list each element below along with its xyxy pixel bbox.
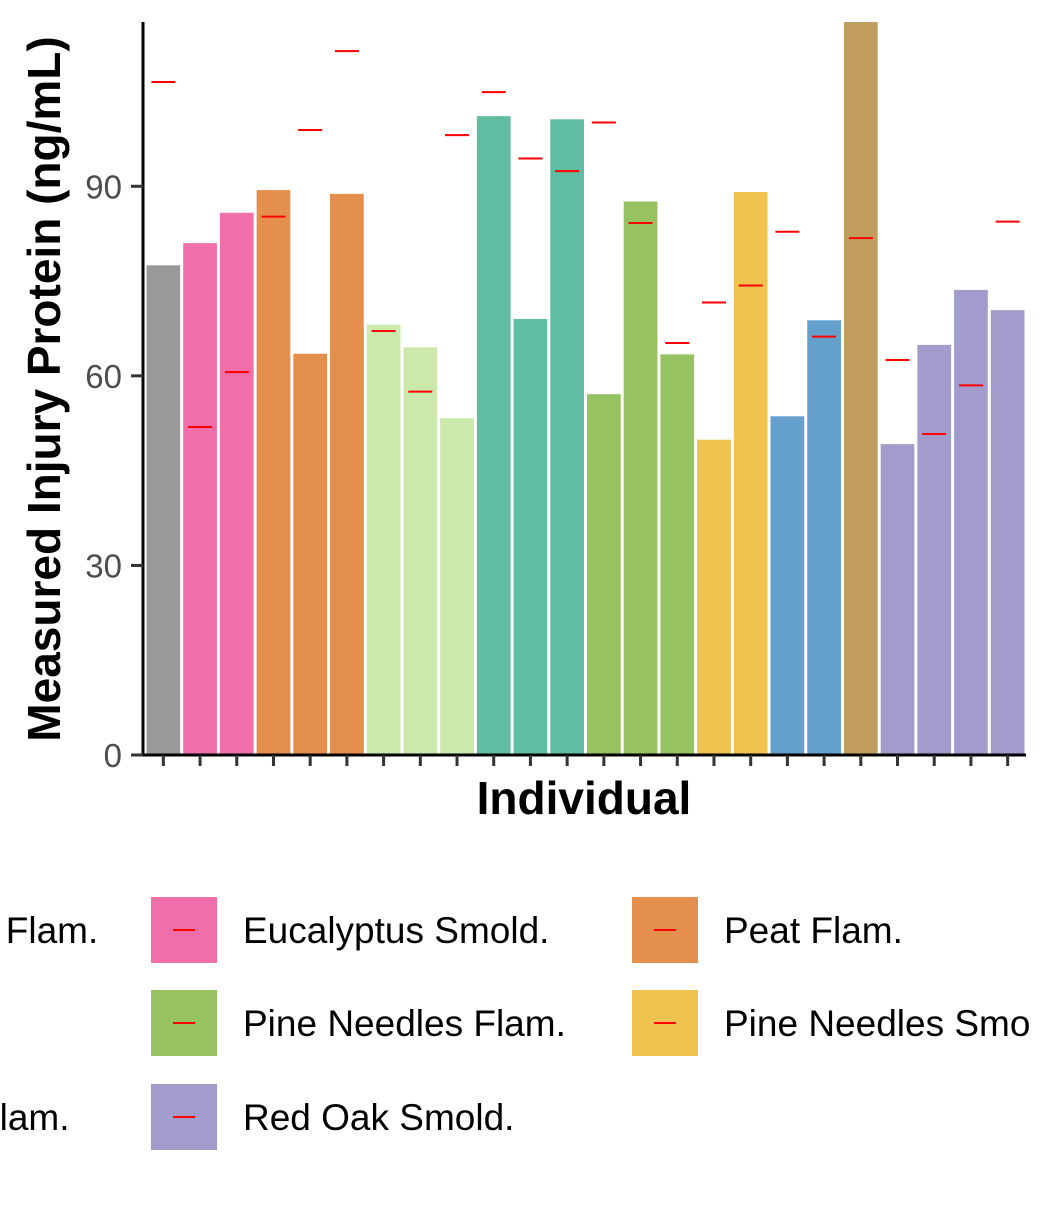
bar-22 <box>917 344 952 755</box>
legend-label: Eucalyptus Smold. <box>243 910 549 951</box>
bar-14 <box>623 201 658 755</box>
bar-12 <box>550 119 584 755</box>
y-tick-label-0: 0 <box>104 737 122 774</box>
bar-2 <box>183 243 217 755</box>
y-tick-label-90: 90 <box>85 168 122 205</box>
bar-7 <box>366 324 401 755</box>
bar-6 <box>330 193 364 755</box>
bar-11 <box>513 318 548 755</box>
reference-marks-layer <box>151 50 1020 435</box>
bar-19 <box>807 320 841 755</box>
legend-label: Peat Flam. <box>724 910 903 951</box>
legend-item-3: Peat Flam. <box>632 897 903 963</box>
bar-13 <box>587 394 621 755</box>
bar-1 <box>146 265 181 755</box>
y-axis-title: Measured Injury Protein (ng/mL) <box>18 36 70 741</box>
y-tick-label-60: 60 <box>85 358 122 395</box>
x-axis-title: Individual <box>477 772 692 824</box>
legend-item-1: s Flam. <box>0 910 98 951</box>
legend-item-6: Pine Needles Smo <box>632 990 1030 1056</box>
bar-9 <box>440 418 474 755</box>
legend-label: Red Oak Smold. <box>243 1097 514 1138</box>
legend-label: s Flam. <box>0 910 98 951</box>
x-ticks <box>161 755 1010 766</box>
legend-item-5: Pine Needles Flam. <box>151 990 566 1056</box>
legend: s Flam.Eucalyptus Smold.Peat Flam..Pine … <box>0 897 1030 1150</box>
bar-15 <box>660 354 695 755</box>
bar-23 <box>954 289 988 755</box>
bar-20 <box>843 22 878 755</box>
bar-16 <box>697 439 731 755</box>
bar-5 <box>293 353 328 755</box>
bar-4 <box>256 190 291 755</box>
bars-layer <box>146 22 1025 756</box>
legend-label: Flam. <box>0 1097 70 1138</box>
bar-24 <box>990 310 1025 755</box>
legend-label: Pine Needles Flam. <box>243 1003 566 1044</box>
legend-item-8: Red Oak Smold. <box>151 1084 514 1150</box>
legend-item-2: Eucalyptus Smold. <box>151 897 549 963</box>
bar-21 <box>880 444 915 755</box>
y-tick-label-30: 30 <box>85 547 122 584</box>
y-ticks: 0 30 60 90 <box>85 168 143 774</box>
legend-item-7: Flam. <box>0 1097 70 1138</box>
axes <box>141 22 1026 757</box>
bar-10 <box>476 116 511 755</box>
bar-3 <box>219 212 254 755</box>
bar-17 <box>733 191 768 756</box>
legend-label: Pine Needles Smo <box>724 1003 1030 1044</box>
bar-8 <box>403 347 438 755</box>
bar-18 <box>770 416 805 755</box>
